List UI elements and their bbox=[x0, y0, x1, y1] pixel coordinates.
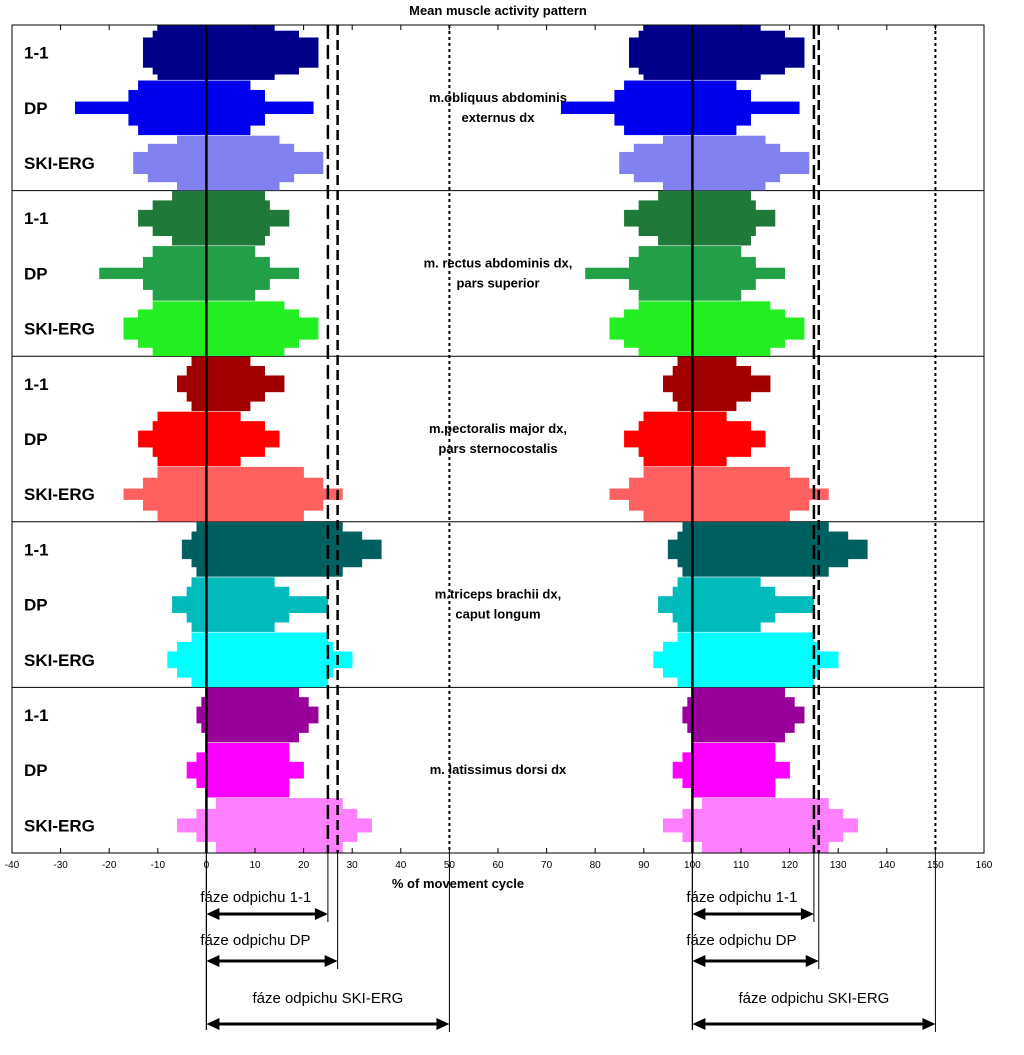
chart-title: Mean muscle activity pattern bbox=[409, 3, 587, 18]
row-label: SKI-ERG bbox=[24, 485, 95, 504]
x-tick-label: -40 bbox=[5, 860, 20, 871]
activity-bar-segment bbox=[643, 411, 727, 467]
muscle-label: m.triceps brachii dx, bbox=[435, 587, 561, 602]
row-label: 1-1 bbox=[24, 44, 49, 63]
row-labels: 1-1 DP SKI-ERG 1-1 DP SKI-ERG 1-1 DP SKI-ERG 1-1 D… bbox=[24, 44, 95, 836]
activity-bar-segment bbox=[157, 466, 304, 522]
activity-bar-segment bbox=[662, 135, 766, 191]
x-axis-label: % of movement cycle bbox=[392, 876, 524, 891]
row-label: 1-1 bbox=[24, 540, 49, 559]
activity-bar-segment bbox=[643, 466, 790, 522]
x-tick-label: 160 bbox=[976, 860, 993, 871]
row-label: SKI-ERG bbox=[24, 816, 95, 835]
phase-label: fáze odpichu 1-1 bbox=[200, 889, 311, 906]
activity-bar-segment bbox=[643, 25, 761, 80]
x-tick-label: -30 bbox=[53, 860, 68, 871]
activity-bar-segment bbox=[638, 301, 771, 356]
activity-bar-segment bbox=[677, 577, 761, 632]
activity-bar-segment bbox=[152, 246, 256, 301]
muscle-label: pars sternocostalis bbox=[438, 441, 557, 456]
activity-bar-segment bbox=[157, 411, 241, 467]
x-tick-label: 10 bbox=[249, 860, 261, 871]
activity-bar-segment bbox=[682, 522, 829, 577]
x-tick-label: 130 bbox=[830, 860, 847, 871]
row-label: 1-1 bbox=[24, 706, 49, 725]
x-tick-label: 110 bbox=[733, 860, 749, 871]
phase-label: fáze odpichu 1-1 bbox=[686, 889, 797, 906]
phase-arrow-head-right bbox=[805, 955, 819, 967]
x-tick-label: 90 bbox=[638, 860, 650, 871]
muscle-labels: m.obliquus abdominis externus dx m. rectus… bbox=[424, 90, 573, 777]
phase-arrow-head-left bbox=[692, 1018, 706, 1030]
phase-annotations: fáze odpichu 1-1 fáze odpichu 1-1 fáze odp… bbox=[200, 853, 936, 1032]
row-label: SKI-ERG bbox=[24, 320, 95, 339]
phase-arrow-head-left bbox=[206, 1018, 220, 1030]
x-tick-label: 140 bbox=[878, 860, 895, 871]
row-label: SKI-ERG bbox=[24, 154, 95, 173]
row-label: DP bbox=[24, 596, 48, 615]
activity-bar-segment bbox=[191, 356, 251, 412]
activity-bar-segment bbox=[215, 798, 343, 853]
activity-bar-segment bbox=[206, 742, 290, 798]
group-bands bbox=[12, 190, 984, 688]
phase-label: fáze odpichu SKI-ERG bbox=[738, 990, 889, 1007]
activity-bar-segment bbox=[701, 798, 829, 853]
activity-bar-segment bbox=[692, 742, 776, 798]
activity-bar-segment bbox=[692, 687, 785, 743]
muscle-label: m.pectoralis major dx, bbox=[429, 421, 567, 436]
muscle-label: pars superior bbox=[456, 275, 539, 290]
row-label: DP bbox=[24, 430, 48, 449]
muscle-label: m.obliquus abdominis bbox=[429, 90, 567, 105]
x-tick-label: 120 bbox=[781, 860, 798, 871]
activity-bar-segment bbox=[206, 687, 299, 743]
muscle-label: m. rectus abdominis dx, bbox=[424, 255, 573, 270]
activity-bar-segment bbox=[624, 80, 737, 136]
row-label: SKI-ERG bbox=[24, 651, 95, 670]
muscle-label: externus dx bbox=[462, 110, 536, 125]
activity-bar-segment bbox=[196, 522, 343, 577]
row-label: DP bbox=[24, 761, 48, 780]
activity-bar-segment bbox=[172, 190, 265, 246]
activity-bar-segment bbox=[658, 190, 751, 246]
muscle-label: m. latissimus dorsi dx bbox=[430, 762, 567, 777]
activity-bar-segment bbox=[638, 246, 742, 301]
activity-bar-segment bbox=[176, 135, 280, 191]
x-tick-label: 70 bbox=[541, 860, 553, 871]
phase-label: fáze odpichu DP bbox=[686, 932, 796, 949]
activity-bar-segment bbox=[677, 356, 737, 412]
phase-label: fáze odpichu DP bbox=[200, 932, 310, 949]
phase-arrow-head-right bbox=[324, 955, 338, 967]
x-tick-label: -10 bbox=[151, 860, 166, 871]
row-label: DP bbox=[24, 99, 48, 118]
phase-label: fáze odpichu SKI-ERG bbox=[252, 990, 403, 1007]
x-tick-label: 60 bbox=[492, 860, 504, 871]
phase-arrow-head-left bbox=[692, 955, 706, 967]
x-tick-label: 30 bbox=[347, 860, 359, 871]
row-label: 1-1 bbox=[24, 209, 49, 228]
row-label: 1-1 bbox=[24, 375, 49, 394]
activity-bar-segment bbox=[677, 632, 815, 688]
activity-bar-segment bbox=[152, 301, 285, 356]
phase-arrow-head-right bbox=[436, 1018, 450, 1030]
row-label: DP bbox=[24, 264, 48, 283]
x-tick-label: 80 bbox=[590, 860, 602, 871]
reference-lines bbox=[205, 25, 937, 853]
x-tick-label: -20 bbox=[102, 860, 117, 871]
activity-bar-segment bbox=[157, 25, 275, 80]
activity-bar-segment bbox=[191, 632, 329, 688]
phase-arrow-head-right bbox=[800, 908, 814, 920]
activity-bar-segment bbox=[138, 80, 251, 136]
phase-arrow-head-left bbox=[206, 908, 220, 920]
x-tick-label: 40 bbox=[395, 860, 407, 871]
phase-arrow-head-right bbox=[922, 1018, 936, 1030]
activity-bar-segment bbox=[191, 577, 275, 632]
muscle-label: caput longum bbox=[455, 607, 540, 622]
phase-arrow-head-left bbox=[206, 955, 220, 967]
x-tick-label: 20 bbox=[298, 860, 310, 871]
activity-bars bbox=[74, 25, 868, 853]
phase-arrow-head-left bbox=[692, 908, 706, 920]
phase-arrow-head-right bbox=[314, 908, 328, 920]
